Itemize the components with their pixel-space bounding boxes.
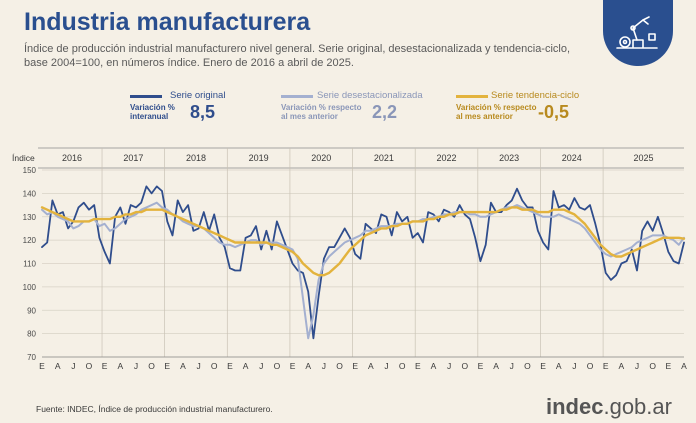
page-subtitle: Índice de producción industrial manufact… xyxy=(24,43,571,69)
factory-robot-icon xyxy=(616,16,658,49)
y-tick-label: 150 xyxy=(23,166,37,175)
x-tick-label: E xyxy=(352,361,358,371)
series-original-line xyxy=(41,185,685,340)
legend-original-label: Serie original xyxy=(170,90,226,101)
x-tick-label: O xyxy=(148,361,155,371)
x-tick-label: E xyxy=(415,361,421,371)
y-axis-title: Índice xyxy=(12,153,35,163)
x-tick-label: J xyxy=(259,361,263,371)
x-tick-label: A xyxy=(305,361,311,371)
x-tick-label: O xyxy=(274,361,281,371)
series-tendencia-line xyxy=(40,206,686,277)
year-label: 2016 xyxy=(62,153,82,163)
x-tick-label: E xyxy=(164,361,170,371)
x-tick-label: A xyxy=(431,361,437,371)
legend-tendencia-desc-line1: Variación % respecto xyxy=(456,103,537,112)
legend-desestacionalizada-desc: Variación % respecto al mes anterior xyxy=(281,103,361,121)
y-tick-label: 70 xyxy=(27,353,36,362)
x-tick-label: E xyxy=(540,361,546,371)
legend-tendencia-label: Serie tendencia-ciclo xyxy=(491,90,580,101)
legend-original-swatch xyxy=(130,95,162,98)
year-label: 2020 xyxy=(311,153,331,163)
y-tick-label: 120 xyxy=(23,236,37,245)
x-tick-label: J xyxy=(134,361,138,371)
legend-original-desc: Variación % interanual xyxy=(130,103,175,121)
series-desestacionalizada-line xyxy=(41,201,685,340)
year-label: 2024 xyxy=(562,153,582,163)
year-label: 2018 xyxy=(186,153,206,163)
x-tick-label: A xyxy=(493,361,499,371)
year-label: 2023 xyxy=(499,153,519,163)
y-tick-label: 110 xyxy=(23,260,36,269)
x-tick-label: J xyxy=(322,361,326,371)
x-tick-label: O xyxy=(86,361,93,371)
x-tick-label: O xyxy=(461,361,468,371)
x-tick-label: A xyxy=(243,361,249,371)
x-tick-label: E xyxy=(603,361,609,371)
x-tick-label: A xyxy=(556,361,562,371)
y-tick-label: 80 xyxy=(27,330,36,339)
x-tick-label: E xyxy=(290,361,296,371)
year-label: 2025 xyxy=(634,153,654,163)
y-tick-label: 90 xyxy=(27,306,36,315)
x-tick-label: E xyxy=(102,361,108,371)
x-tick-label: A xyxy=(55,361,61,371)
x-tick-label: J xyxy=(510,361,514,371)
legend-original-value: 8,5 xyxy=(190,102,216,122)
x-tick-label: O xyxy=(211,361,218,371)
indec-brand: indec.gob.ar xyxy=(546,394,672,420)
x-tick-label: A xyxy=(117,361,123,371)
x-tick-label: O xyxy=(399,361,406,371)
x-tick-label: J xyxy=(447,361,451,371)
year-label: 2017 xyxy=(123,153,143,163)
x-tick-label: E xyxy=(666,361,672,371)
x-tick-label: O xyxy=(336,361,343,371)
year-label: 2019 xyxy=(249,153,269,163)
x-tick-label: J xyxy=(572,361,576,371)
x-tick-label: E xyxy=(227,361,233,371)
x-tick-label: A xyxy=(368,361,374,371)
y-tick-label: 140 xyxy=(23,189,37,198)
legend-tendencia-desc-line2: al mes anterior xyxy=(456,112,513,121)
x-tick-label: O xyxy=(587,361,594,371)
x-tick-label: J xyxy=(635,361,639,371)
x-tick-label: E xyxy=(39,361,45,371)
x-tick-label: E xyxy=(478,361,484,371)
legend-tendencia-swatch xyxy=(456,95,488,98)
x-tick-label: A xyxy=(180,361,186,371)
legend-desestacionalizada-desc-line2: al mes anterior xyxy=(281,112,338,121)
year-label: 2021 xyxy=(374,153,394,163)
legend-desestacionalizada-desc-line1: Variación % respecto xyxy=(281,103,362,112)
brand-rest: .gob.ar xyxy=(603,394,672,419)
x-tick-label: J xyxy=(71,361,75,371)
legend-original-desc-line1: Variación % xyxy=(130,103,175,112)
year-label: 2022 xyxy=(436,153,456,163)
x-tick-label: O xyxy=(649,361,656,371)
legend-desestacionalizada-label: Serie desestacionalizada xyxy=(317,90,423,101)
source-note: Fuente: INDEC, Índice de producción indu… xyxy=(36,404,273,414)
legend-desestacionalizada-swatch xyxy=(281,95,313,98)
x-tick-label: A xyxy=(619,361,625,371)
y-tick-label: 100 xyxy=(23,283,37,292)
legend-tendencia-desc: Variación % respecto al mes anterior xyxy=(456,103,536,121)
x-tick-label: J xyxy=(196,361,200,371)
y-tick-label: 130 xyxy=(23,213,37,222)
x-tick-label: O xyxy=(524,361,531,371)
x-tick-label: J xyxy=(384,361,388,371)
x-tick-label: A xyxy=(681,361,687,371)
legend-original-desc-line2: interanual xyxy=(130,112,169,121)
brand-bold: indec xyxy=(546,394,604,419)
legend-desestacionalizada-value: 2,2 xyxy=(372,102,398,122)
legend-tendencia-value: -0,5 xyxy=(538,102,570,122)
indec-logo xyxy=(603,0,673,66)
page-title: Industria manufacturera xyxy=(24,8,311,36)
